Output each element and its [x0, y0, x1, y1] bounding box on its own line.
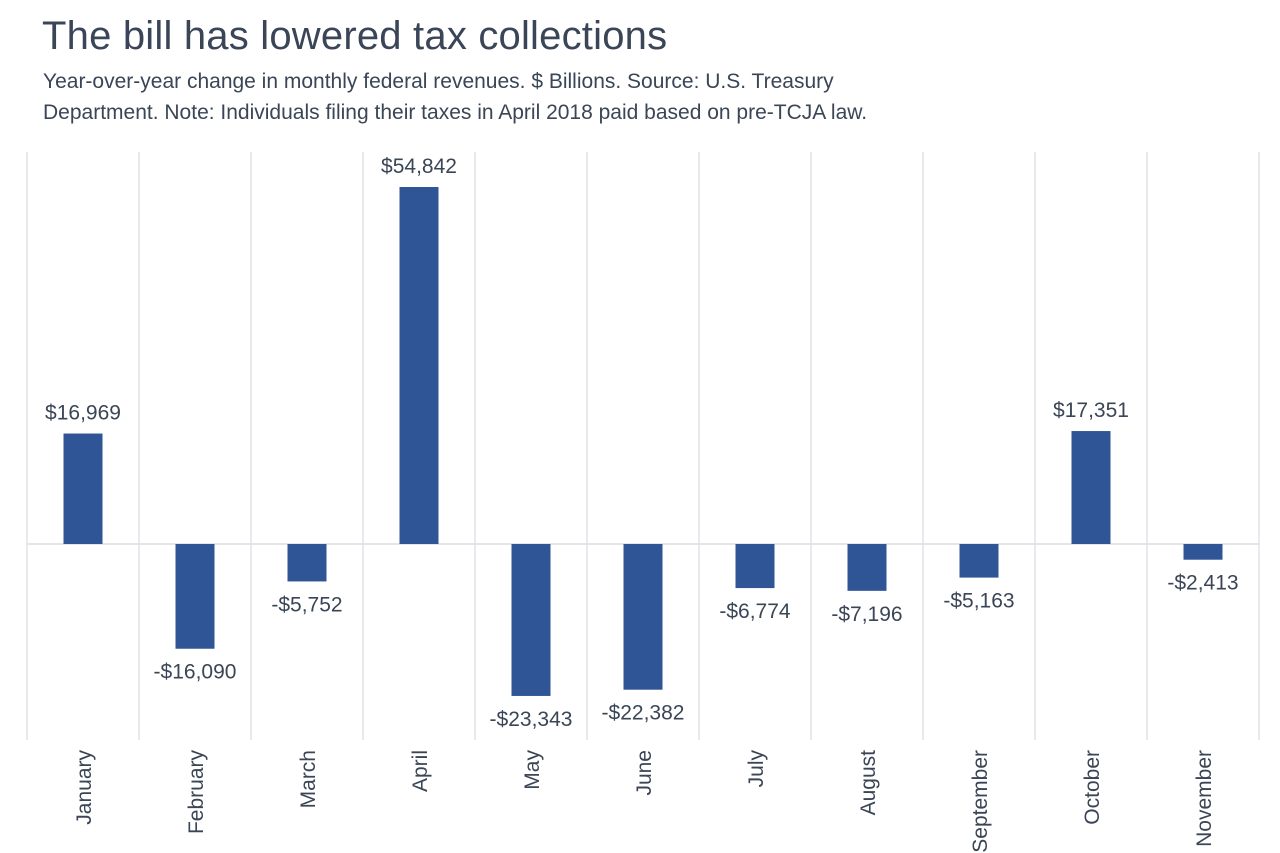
value-label-august: -$7,196	[831, 603, 902, 626]
value-label-july: -$6,774	[719, 600, 791, 623]
subtitle-line-1: Year-over-year change in monthly federal…	[43, 70, 834, 93]
value-label-november: -$2,413	[1167, 572, 1238, 595]
bar-september	[959, 544, 999, 578]
bar-november	[1183, 544, 1223, 560]
tick-label-april: April	[409, 750, 432, 792]
grid-lines	[26, 152, 1260, 740]
subtitle-line-2: Department. Note: Individuals filing the…	[43, 101, 868, 124]
category-axis: January February March April May June July Augu…	[73, 750, 1216, 853]
value-label-september: -$5,163	[943, 590, 1014, 613]
value-label-april: $54,842	[381, 155, 457, 178]
value-label-march: -$5,752	[271, 593, 342, 616]
tick-label-october: October	[1081, 750, 1104, 825]
bar-january	[63, 433, 103, 544]
tick-label-may: May	[521, 750, 544, 790]
value-label-january: $16,969	[45, 402, 121, 425]
value-labels: $16,969 -$16,090 -$5,752 $54,842 -$23,343 -$2…	[45, 155, 1239, 731]
chart-subtitle: Year-over-year change in monthly federal…	[43, 66, 1243, 128]
bar-august	[847, 544, 887, 591]
value-label-october: $17,351	[1053, 399, 1129, 422]
bar-october	[1071, 431, 1111, 544]
tick-label-january: January	[73, 750, 96, 825]
tick-label-february: February	[185, 750, 208, 835]
bars	[63, 187, 1223, 696]
tick-label-june: June	[633, 750, 656, 796]
bar-june	[623, 544, 663, 690]
value-label-may: -$23,343	[490, 708, 573, 731]
value-label-february: -$16,090	[154, 661, 237, 684]
bar-july	[735, 544, 775, 589]
bar-may	[511, 544, 551, 696]
chart-title: The bill has lowered tax collections	[42, 14, 668, 58]
tick-label-september: September	[969, 750, 992, 853]
tick-label-november: November	[1193, 750, 1216, 847]
tick-label-august: August	[857, 750, 880, 816]
tick-label-july: July	[745, 750, 768, 788]
bar-february	[175, 544, 215, 649]
tick-label-march: March	[297, 750, 320, 808]
bar-april	[399, 187, 439, 544]
bar-march	[287, 544, 327, 582]
value-label-june: -$22,382	[602, 702, 685, 725]
